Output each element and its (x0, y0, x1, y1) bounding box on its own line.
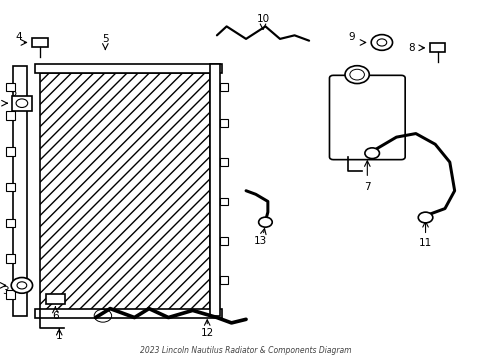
FancyBboxPatch shape (430, 43, 445, 53)
Circle shape (259, 217, 272, 227)
Text: 1: 1 (56, 332, 63, 342)
Text: 3: 3 (2, 286, 9, 296)
Bar (220, 83, 228, 91)
Text: 5: 5 (102, 34, 109, 44)
Bar (220, 158, 228, 166)
Text: 6: 6 (52, 311, 59, 321)
Text: 13: 13 (254, 237, 267, 247)
FancyBboxPatch shape (32, 38, 48, 47)
Circle shape (345, 66, 369, 84)
Text: 11: 11 (419, 238, 432, 248)
FancyBboxPatch shape (12, 96, 32, 111)
FancyBboxPatch shape (329, 75, 405, 159)
Text: 9: 9 (348, 32, 355, 42)
FancyBboxPatch shape (46, 294, 65, 304)
Bar (220, 119, 228, 127)
Bar (210, 64, 220, 316)
Bar (13, 66, 26, 316)
Bar (6, 290, 15, 298)
Bar (220, 198, 228, 205)
Bar (6, 254, 15, 263)
Bar (6, 83, 15, 91)
Circle shape (365, 148, 379, 158)
Text: 10: 10 (256, 14, 270, 23)
Circle shape (371, 35, 392, 50)
Bar (6, 111, 15, 120)
Text: 4: 4 (15, 32, 22, 42)
Bar (40, 73, 210, 312)
Bar (220, 276, 228, 284)
Bar (6, 183, 15, 192)
Bar (6, 219, 15, 227)
Text: 7: 7 (364, 182, 370, 192)
Circle shape (11, 278, 32, 293)
Text: 8: 8 (408, 43, 415, 53)
Text: 2: 2 (10, 91, 17, 101)
Bar (35, 64, 222, 73)
Bar (220, 237, 228, 245)
Circle shape (418, 212, 433, 223)
Bar (6, 147, 15, 156)
Bar (35, 309, 222, 318)
Text: 12: 12 (200, 328, 214, 338)
Text: 2023 Lincoln Nautilus Radiator & Components Diagram: 2023 Lincoln Nautilus Radiator & Compone… (140, 346, 352, 355)
